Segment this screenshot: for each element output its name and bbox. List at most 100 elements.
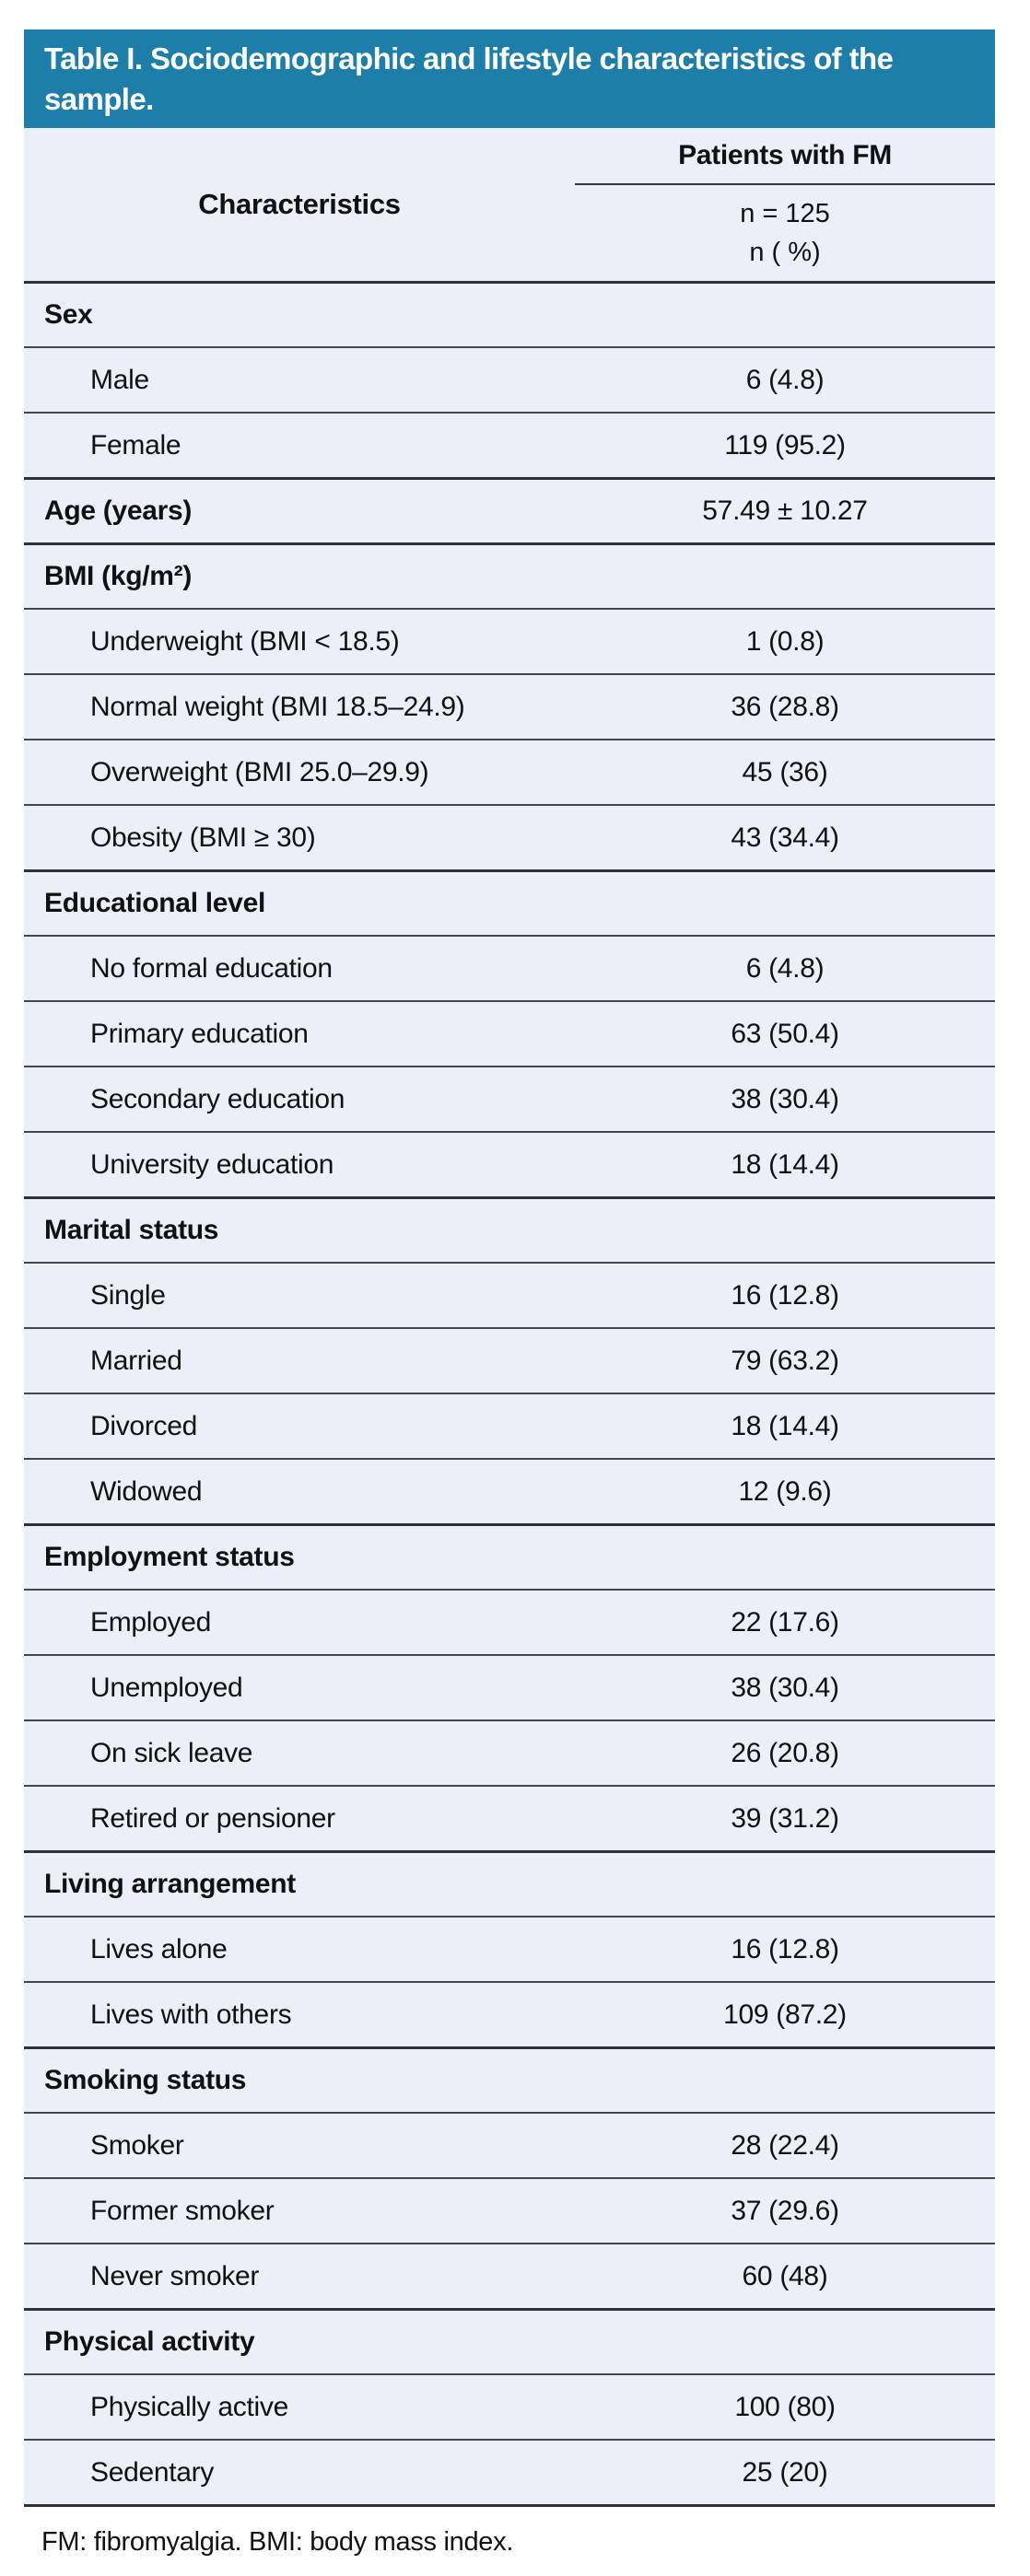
row-value: 79 (63.2) xyxy=(731,1345,839,1376)
category-label: Age (years) xyxy=(44,495,193,526)
table-row: Female 119 (95.2) xyxy=(24,412,995,477)
table-row: Widowed 12 (9.6) xyxy=(24,1458,995,1523)
row-label: Divorced xyxy=(90,1410,197,1441)
row-label: Employed xyxy=(90,1606,212,1638)
table-row: On sick leave 26 (20.8) xyxy=(24,1719,995,1785)
row-label: Unemployed xyxy=(90,1672,243,1703)
table-row: Retired or pensioner 39 (31.2) xyxy=(24,1785,995,1850)
table-row: Never smoker 60 (48) xyxy=(24,2243,995,2308)
table-row: Single 16 (12.8) xyxy=(24,1262,995,1327)
table-row: University education 18 (14.4) xyxy=(24,1131,995,1196)
category-row: Marital status xyxy=(24,1196,995,1262)
table-row: Sedentary 25 (20) xyxy=(24,2439,995,2504)
characteristics-header-cell: Characteristics xyxy=(24,128,575,281)
category-value: 57.49 ± 10.27 xyxy=(702,495,868,526)
column-header-row: Characteristics Patients with FM n = 125… xyxy=(24,128,995,281)
table-row: Unemployed 38 (30.4) xyxy=(24,1654,995,1719)
row-label: Primary education xyxy=(90,1018,309,1049)
row-label: Secondary education xyxy=(90,1083,345,1114)
row-label: Lives with others xyxy=(90,1999,292,2030)
table-title-bar: Table I. Sociodemographic and lifestyle … xyxy=(24,29,995,128)
row-value: 60 (48) xyxy=(742,2260,828,2291)
category-label: Sex xyxy=(44,299,93,330)
patients-subheader: n = 125 n ( %) xyxy=(575,185,995,281)
patients-header-cell: Patients with FM n = 125 n ( %) xyxy=(575,128,995,281)
row-label: Never smoker xyxy=(90,2260,260,2291)
category-row: Age (years) 57.49 ± 10.27 xyxy=(24,477,995,542)
row-value: 119 (95.2) xyxy=(724,429,846,460)
table-row: Normal weight (BMI 18.5–24.9) 36 (28.8) xyxy=(24,673,995,739)
n-percent-label: n ( %) xyxy=(749,238,821,267)
table-container: Table I. Sociodemographic and lifestyle … xyxy=(24,29,995,2558)
row-label: Normal weight (BMI 18.5–24.9) xyxy=(90,691,465,722)
row-value: 36 (28.8) xyxy=(731,691,839,722)
table-row: Obesity (BMI ≥ 30) 43 (34.4) xyxy=(24,804,995,869)
table-row: No formal education 6 (4.8) xyxy=(24,935,995,1000)
category-label: Physical activity xyxy=(44,2326,255,2357)
row-label: Sedentary xyxy=(90,2456,215,2488)
category-row: Smoking status xyxy=(24,2046,995,2112)
row-value: 38 (30.4) xyxy=(731,1083,839,1114)
row-label: Widowed xyxy=(90,1475,203,1507)
row-value: 22 (17.6) xyxy=(731,1606,839,1638)
patients-group-label: Patients with FM xyxy=(575,128,995,185)
row-value: 100 (80) xyxy=(734,2391,836,2422)
table-row: Physically active 100 (80) xyxy=(24,2373,995,2439)
row-label: Married xyxy=(90,1345,182,1376)
row-label: Physically active xyxy=(90,2391,288,2422)
table-row: Primary education 63 (50.4) xyxy=(24,1000,995,1066)
row-value: 18 (14.4) xyxy=(731,1148,839,1180)
row-value: 38 (30.4) xyxy=(731,1672,839,1703)
category-label: Living arrangement xyxy=(44,1869,296,1899)
row-label: Female xyxy=(90,429,181,460)
row-value: 6 (4.8) xyxy=(745,952,825,984)
row-value: 1 (0.8) xyxy=(745,625,825,657)
table-row: Employed 22 (17.6) xyxy=(24,1589,995,1654)
table-title: Table I. Sociodemographic and lifestyle … xyxy=(44,41,894,116)
table-row: Underweight (BMI < 18.5) 1 (0.8) xyxy=(24,608,995,673)
row-label: Male xyxy=(90,364,149,395)
characteristics-header-label: Characteristics xyxy=(198,188,401,220)
category-label: BMI (kg/m²) xyxy=(44,561,193,591)
table-row: Smoker 28 (22.4) xyxy=(24,2112,995,2177)
category-row: Educational level xyxy=(24,869,995,935)
row-value: 37 (29.6) xyxy=(731,2195,839,2226)
row-label: University education xyxy=(90,1148,334,1180)
row-value: 39 (31.2) xyxy=(731,1802,839,1834)
row-value: 16 (12.8) xyxy=(731,1279,839,1311)
row-value: 18 (14.4) xyxy=(731,1410,839,1441)
row-label: Overweight (BMI 25.0–29.9) xyxy=(90,756,429,787)
row-value: 45 (36) xyxy=(742,756,828,787)
sample-size-label: n = 125 xyxy=(740,199,830,228)
row-value: 16 (12.8) xyxy=(731,1933,839,1964)
row-label: Former smoker xyxy=(90,2195,275,2226)
category-row: Employment status xyxy=(24,1523,995,1589)
category-label: Marital status xyxy=(44,1215,219,1245)
row-value: 6 (4.8) xyxy=(745,364,825,395)
row-label: Retired or pensioner xyxy=(90,1802,335,1834)
table-row: Lives alone 16 (12.8) xyxy=(24,1916,995,1981)
category-row: Physical activity xyxy=(24,2308,995,2373)
table-row: Secondary education 38 (30.4) xyxy=(24,1066,995,1131)
table-row: Married 79 (63.2) xyxy=(24,1327,995,1393)
row-label: Single xyxy=(90,1279,166,1311)
category-label: Employment status xyxy=(44,1542,295,1572)
category-row: Living arrangement xyxy=(24,1850,995,1916)
row-label: Lives alone xyxy=(90,1933,228,1964)
table-row: Overweight (BMI 25.0–29.9) 45 (36) xyxy=(24,739,995,804)
category-row: BMI (kg/m²) xyxy=(24,542,995,608)
row-label: Smoker xyxy=(90,2129,184,2161)
category-label: Educational level xyxy=(44,888,265,918)
category-row: Sex xyxy=(24,281,995,346)
table-footnote: FM: fibromyalgia. BMI: body mass index. xyxy=(41,2527,514,2557)
row-value: 63 (50.4) xyxy=(731,1018,839,1049)
row-value: 25 (20) xyxy=(742,2456,828,2488)
category-label: Smoking status xyxy=(44,2065,247,2095)
table-row: Male 6 (4.8) xyxy=(24,346,995,412)
row-value: 28 (22.4) xyxy=(731,2129,839,2161)
table-row: Lives with others 109 (87.2) xyxy=(24,1981,995,2046)
row-label: Obesity (BMI ≥ 30) xyxy=(90,822,316,853)
row-value: 43 (34.4) xyxy=(731,822,839,853)
row-value: 109 (87.2) xyxy=(723,1999,847,2030)
row-value: 12 (9.6) xyxy=(738,1475,832,1507)
